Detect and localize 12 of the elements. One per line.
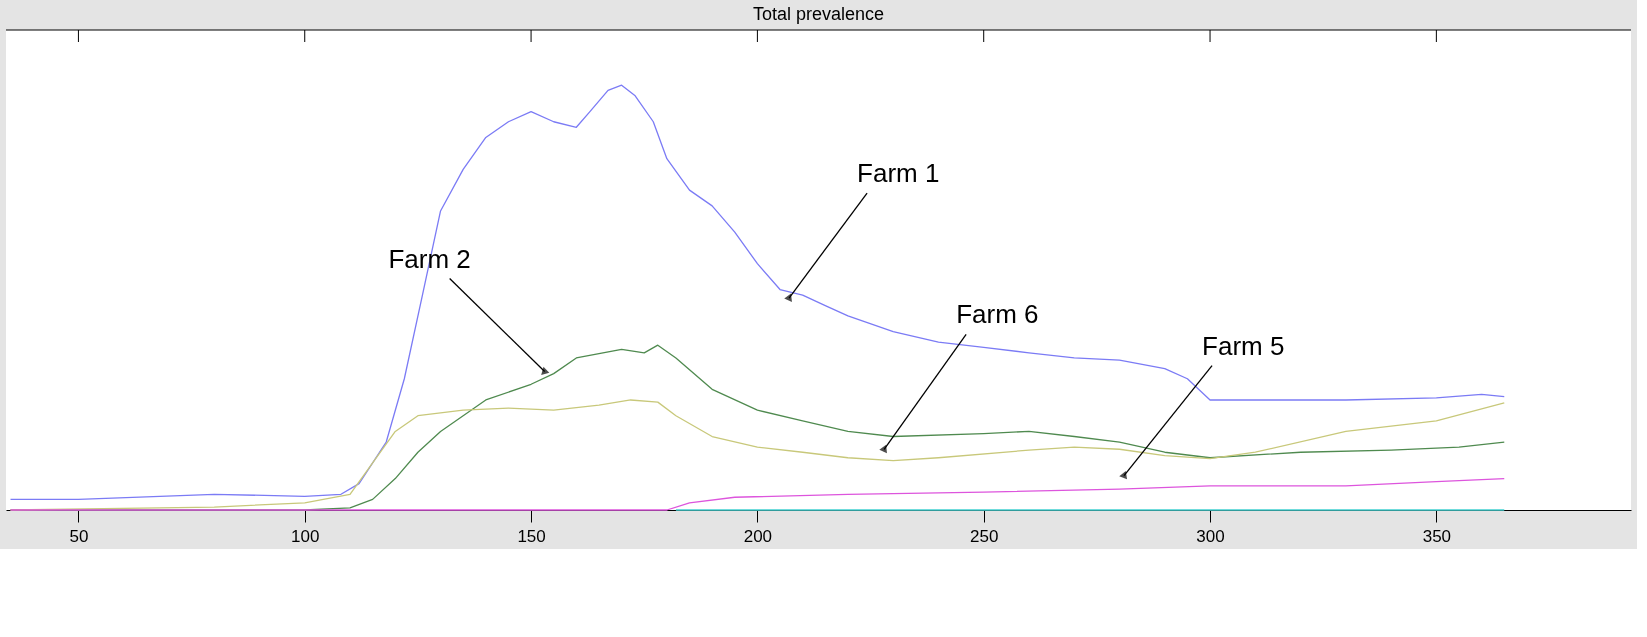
annotation: Farm 6 <box>956 299 1039 330</box>
annotation: Farm 1 <box>857 158 940 189</box>
x-tick-label: 200 <box>743 526 773 546</box>
x-tick-label: 100 <box>291 526 320 546</box>
x-tick-label: 250 <box>970 526 999 546</box>
annotation: Farm 2 <box>388 243 471 274</box>
x-tick-label: 300 <box>1196 526 1225 546</box>
x-tick-label: 350 <box>1422 526 1452 546</box>
annotation: Farm 5 <box>1202 330 1285 361</box>
x-tick-label: 150 <box>517 526 546 546</box>
chart-title: Total prevalence <box>752 3 885 24</box>
x-tick-label: 50 <box>69 526 89 546</box>
